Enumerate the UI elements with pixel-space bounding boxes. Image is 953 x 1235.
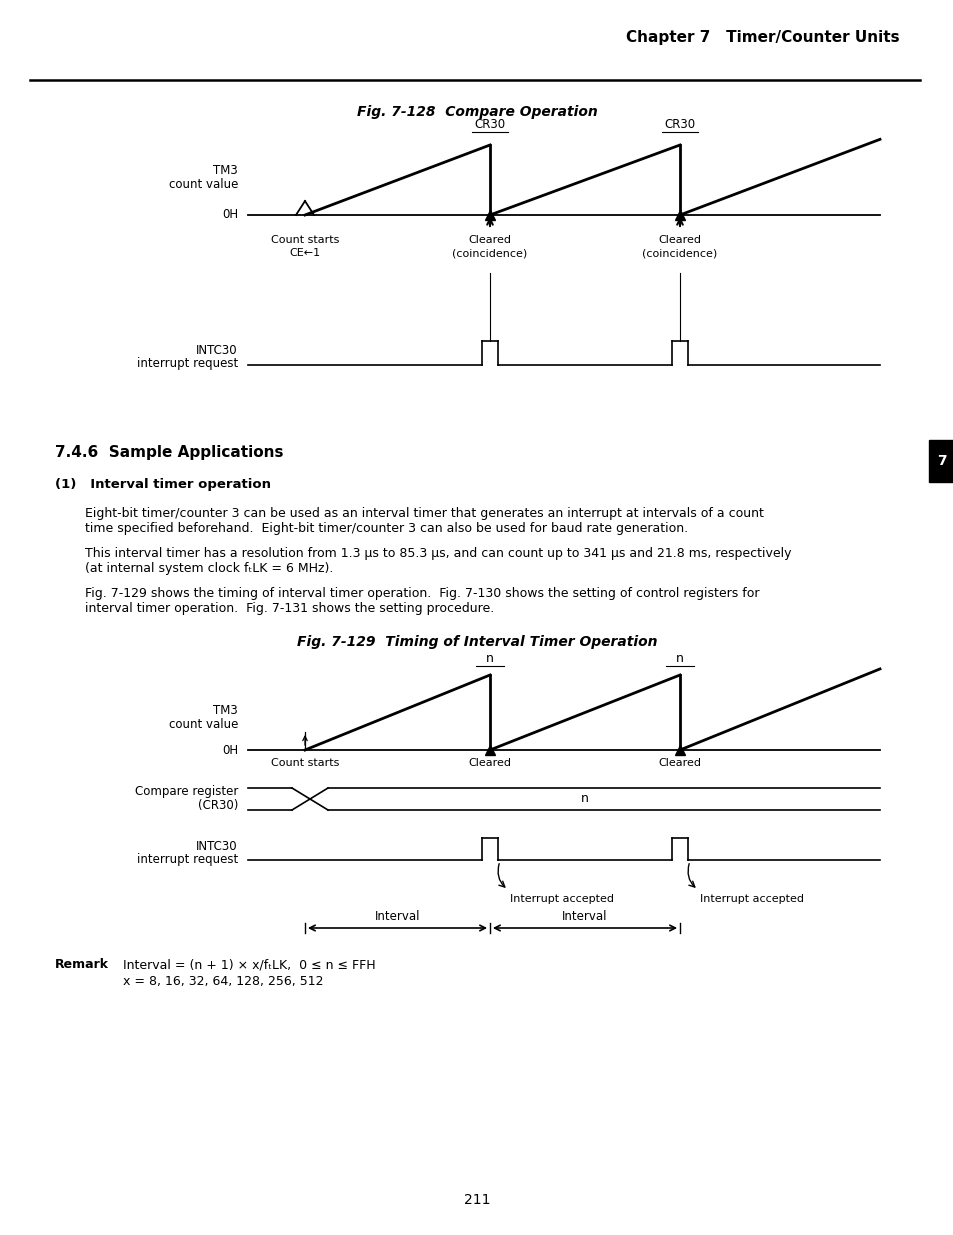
Text: INTC30: INTC30	[196, 345, 237, 357]
Text: This interval timer has a resolution from 1.3 μs to 85.3 μs, and can count up to: This interval timer has a resolution fro…	[85, 547, 791, 559]
Text: Interrupt accepted: Interrupt accepted	[510, 894, 614, 904]
Text: time specified beforehand.  Eight-bit timer/counter 3 can also be used for baud : time specified beforehand. Eight-bit tim…	[85, 522, 687, 535]
Text: Remark: Remark	[55, 958, 109, 971]
Text: 0H: 0H	[222, 209, 237, 221]
Text: TM3: TM3	[213, 704, 237, 716]
Text: CE←1: CE←1	[289, 248, 320, 258]
Text: (coincidence): (coincidence)	[641, 248, 717, 258]
Text: Fig. 7-129 shows the timing of interval timer operation.  Fig. 7-130 shows the s: Fig. 7-129 shows the timing of interval …	[85, 587, 759, 600]
Text: x = 8, 16, 32, 64, 128, 256, 512: x = 8, 16, 32, 64, 128, 256, 512	[123, 974, 323, 988]
Text: Interval = (n + 1) × x/fₜLK,  0 ≤ n ≤ FFH: Interval = (n + 1) × x/fₜLK, 0 ≤ n ≤ FFH	[123, 958, 375, 971]
Text: Interval: Interval	[561, 910, 607, 923]
Text: 211: 211	[463, 1193, 490, 1207]
Text: Count starts: Count starts	[271, 758, 339, 768]
Text: Fig. 7-128  Compare Operation: Fig. 7-128 Compare Operation	[356, 105, 597, 119]
Text: TM3: TM3	[213, 163, 237, 177]
Text: (at internal system clock fₜLK = 6 MHz).: (at internal system clock fₜLK = 6 MHz).	[85, 562, 333, 576]
Text: 7: 7	[936, 454, 945, 468]
Text: interrupt request: interrupt request	[136, 852, 237, 866]
Text: n: n	[580, 793, 588, 805]
Text: Fig. 7-129  Timing of Interval Timer Operation: Fig. 7-129 Timing of Interval Timer Oper…	[296, 635, 657, 650]
Text: 7.4.6  Sample Applications: 7.4.6 Sample Applications	[55, 445, 283, 459]
Text: Interval: Interval	[375, 910, 420, 923]
Text: Chapter 7   Timer/Counter Units: Chapter 7 Timer/Counter Units	[626, 30, 899, 44]
Text: Cleared: Cleared	[658, 758, 700, 768]
Text: Eight-bit timer/counter 3 can be used as an interval timer that generates an int: Eight-bit timer/counter 3 can be used as…	[85, 508, 763, 520]
Text: interrupt request: interrupt request	[136, 357, 237, 370]
Text: count value: count value	[169, 179, 237, 191]
Text: Cleared: Cleared	[658, 235, 700, 245]
Text: Cleared: Cleared	[468, 758, 511, 768]
Text: Interrupt accepted: Interrupt accepted	[700, 894, 803, 904]
Text: INTC30: INTC30	[196, 840, 237, 852]
Text: 0H: 0H	[222, 743, 237, 757]
Text: Count starts: Count starts	[271, 235, 339, 245]
Text: Compare register: Compare register	[134, 784, 237, 798]
Text: Cleared: Cleared	[468, 235, 511, 245]
Text: CR30: CR30	[663, 119, 695, 131]
Text: count value: count value	[169, 718, 237, 730]
Text: (coincidence): (coincidence)	[452, 248, 527, 258]
Text: interval timer operation.  Fig. 7-131 shows the setting procedure.: interval timer operation. Fig. 7-131 sho…	[85, 601, 494, 615]
Text: CR30: CR30	[474, 119, 505, 131]
Text: n: n	[485, 652, 494, 664]
Text: (CR30): (CR30)	[197, 799, 237, 811]
Text: (1)   Interval timer operation: (1) Interval timer operation	[55, 478, 271, 492]
Bar	[928, 440, 953, 482]
Text: n: n	[676, 652, 683, 664]
